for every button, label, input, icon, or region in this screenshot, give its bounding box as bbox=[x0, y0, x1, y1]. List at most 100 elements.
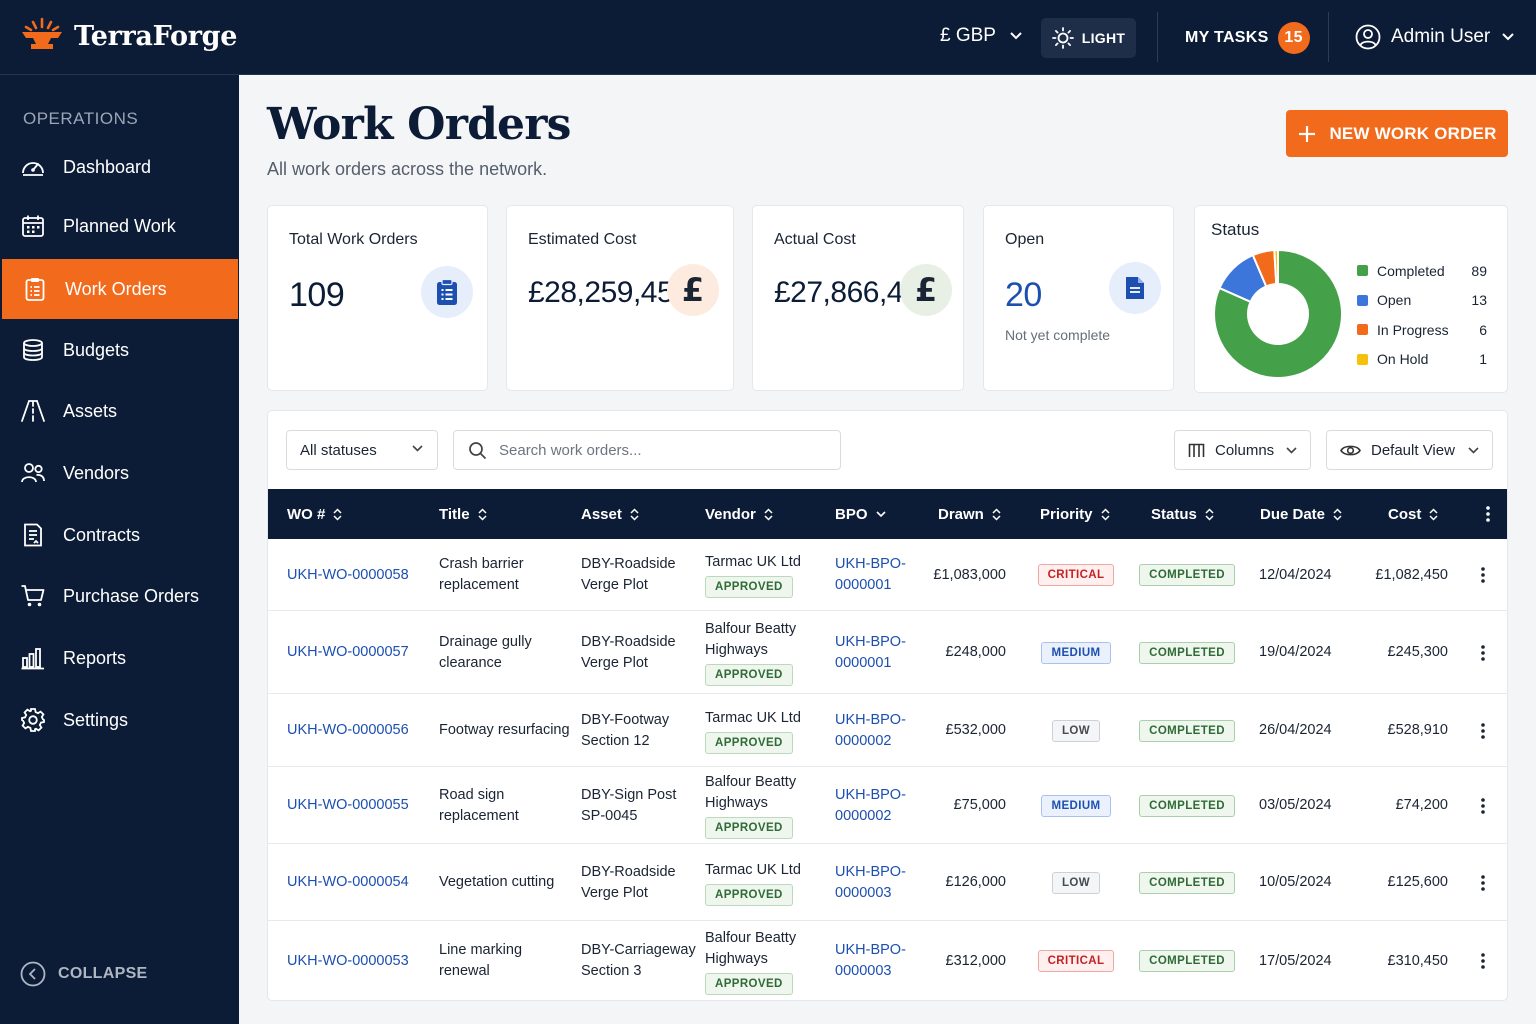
due-date-cell: 10/05/2024 bbox=[1259, 844, 1359, 921]
wo-number-link[interactable]: UKH-WO-0000055 bbox=[287, 797, 409, 813]
chevron-left-circle-icon bbox=[20, 961, 46, 987]
asset-cell: DBY-Carriageway Section 3 bbox=[581, 921, 701, 1000]
bpo-link[interactable]: UKH-BPO- bbox=[835, 863, 906, 880]
legend-label: In Progress bbox=[1377, 321, 1449, 338]
table-row[interactable]: UKH-WO-0000057 Drainage gully clearance DBY… bbox=[268, 611, 1507, 694]
sort-icon bbox=[1429, 507, 1438, 521]
wo-number-link[interactable]: UKH-WO-0000054 bbox=[287, 874, 409, 890]
bpo-link[interactable]: UKH-BPO- bbox=[835, 556, 906, 572]
sidebar-item-planned-work[interactable]: Planned Work bbox=[0, 196, 239, 256]
row-actions-button[interactable] bbox=[1481, 953, 1485, 974]
bpo-link[interactable]: UKH-BPO- bbox=[835, 711, 906, 728]
chevron-down-icon bbox=[1468, 446, 1479, 454]
wo-number-link[interactable]: UKH-WO-0000058 bbox=[287, 566, 409, 583]
title-cell: Line marking renewal bbox=[439, 921, 574, 1000]
bpo-link[interactable]: 0000001 bbox=[835, 654, 892, 671]
bpo-link[interactable]: 0000003 bbox=[835, 884, 892, 901]
new-work-order-button[interactable]: NEW WORK ORDER bbox=[1286, 110, 1508, 157]
cost-cell: £528,910 bbox=[1358, 694, 1448, 767]
view-selector[interactable]: Default View bbox=[1326, 430, 1493, 470]
bpo-link[interactable]: UKH-BPO- bbox=[835, 786, 906, 803]
vendor-status-badge: APPROVED bbox=[705, 731, 793, 754]
row-actions-button[interactable] bbox=[1481, 797, 1485, 819]
my-tasks-button[interactable]: MY TASKS 15 bbox=[1185, 22, 1310, 54]
anvil-icon bbox=[22, 17, 62, 49]
sidebar-item-settings[interactable]: Settings bbox=[0, 690, 239, 750]
sidebar-item-assets[interactable]: Assets bbox=[0, 381, 239, 441]
sidebar-item-label: Reports bbox=[63, 647, 127, 668]
users-icon bbox=[21, 463, 45, 483]
legend-label: Open bbox=[1377, 292, 1412, 309]
currency-selector[interactable]: £ GBP bbox=[940, 25, 1022, 47]
search-input[interactable]: Search work orders... bbox=[453, 430, 841, 470]
columns-icon bbox=[1188, 443, 1205, 457]
columns-button[interactable]: Columns bbox=[1174, 430, 1311, 470]
column-header-priority[interactable]: Priority bbox=[1040, 489, 1110, 539]
user-menu[interactable]: Admin User bbox=[1355, 24, 1524, 50]
vendor-name: Balfour Beatty bbox=[705, 621, 797, 637]
bpo-link[interactable]: 0000001 bbox=[835, 577, 892, 593]
sidebar-item-budgets[interactable]: Budgets bbox=[0, 320, 239, 380]
column-header-bpo[interactable]: BPO bbox=[835, 489, 886, 539]
row-actions-button[interactable] bbox=[1481, 644, 1485, 666]
column-header-asset[interactable]: Asset bbox=[581, 489, 639, 539]
wo-number-link[interactable]: UKH-WO-0000053 bbox=[287, 952, 409, 969]
pound-icon: £ bbox=[667, 264, 719, 316]
row-actions-button[interactable] bbox=[1481, 874, 1485, 896]
title-text: Crash barrier bbox=[439, 556, 524, 572]
vendor-name: Tarmac UK Ltd bbox=[705, 709, 801, 726]
table-options-button[interactable] bbox=[1478, 489, 1490, 539]
priority-cell: MEDIUM bbox=[1040, 767, 1112, 844]
row-actions-button[interactable] bbox=[1481, 722, 1485, 744]
column-header-vendor[interactable]: Vendor bbox=[705, 489, 773, 539]
bpo-link[interactable]: 0000002 bbox=[835, 807, 892, 824]
status-filter-select[interactable]: All statuses bbox=[286, 430, 438, 470]
legend-label: Completed bbox=[1377, 262, 1445, 279]
document-icon bbox=[24, 523, 42, 547]
column-header-status[interactable]: Status bbox=[1151, 489, 1214, 539]
table-row[interactable]: UKH-WO-0000053 Line marking renewal DBY-Ca… bbox=[268, 921, 1507, 1000]
wo-number-link[interactable]: UKH-WO-0000056 bbox=[287, 722, 409, 738]
bpo-link[interactable]: UKH-BPO- bbox=[835, 942, 906, 958]
card-label: Open bbox=[1005, 231, 1045, 248]
due-date-text: 26/04/2024 bbox=[1259, 722, 1332, 738]
bpo-link[interactable]: 0000003 bbox=[835, 963, 892, 979]
due-date-text: 17/05/2024 bbox=[1259, 952, 1332, 969]
bpo-link[interactable]: UKH-BPO- bbox=[835, 633, 906, 650]
logo[interactable]: TerraForge bbox=[20, 17, 237, 55]
table-row[interactable]: UKH-WO-0000056 Footway resurfacing DBY-Foo… bbox=[268, 694, 1507, 767]
wo-number-link[interactable]: UKH-WO-0000057 bbox=[287, 644, 409, 660]
sort-icon bbox=[1205, 507, 1214, 521]
table-row[interactable]: UKH-WO-0000058 Crash barrier replacement DB… bbox=[268, 539, 1507, 611]
sidebar-item-contracts[interactable]: Contracts bbox=[0, 505, 239, 565]
sidebar-item-reports[interactable]: Reports bbox=[0, 628, 239, 688]
card-label: Actual Cost bbox=[774, 231, 856, 248]
table-row[interactable]: UKH-WO-0000055 Road sign replacement DBY-Si… bbox=[268, 767, 1507, 844]
collapse-sidebar-button[interactable]: COLLAPSE bbox=[20, 961, 148, 987]
sidebar-item-work-orders[interactable]: Work Orders bbox=[2, 259, 238, 319]
card-note: Not yet complete bbox=[1005, 327, 1111, 343]
row-actions-button[interactable] bbox=[1481, 567, 1485, 588]
priority-badge: MEDIUM bbox=[1041, 794, 1111, 817]
column-header-due[interactable]: Due Date bbox=[1260, 489, 1342, 539]
sidebar-item-purchase-orders[interactable]: Purchase Orders bbox=[0, 566, 239, 626]
column-header-drawn[interactable]: Drawn bbox=[938, 489, 1001, 539]
user-circle-icon bbox=[1355, 24, 1381, 50]
column-header-label: Drawn bbox=[938, 505, 984, 523]
status-cell: COMPLETED bbox=[1139, 767, 1235, 844]
column-header-wo[interactable]: WO # bbox=[287, 489, 342, 539]
cost-cell: £74,200 bbox=[1358, 767, 1448, 844]
column-header-title[interactable]: Title bbox=[439, 489, 487, 539]
legend-swatch bbox=[1357, 324, 1368, 336]
title-text: replacement bbox=[439, 807, 519, 824]
table-row[interactable]: UKH-WO-0000054 Vegetation cutting DBY-Road… bbox=[268, 844, 1507, 921]
column-header-cost[interactable]: Cost bbox=[1388, 489, 1438, 539]
theme-toggle-button[interactable]: LIGHT bbox=[1041, 18, 1136, 58]
bpo-link[interactable]: 0000002 bbox=[835, 732, 892, 749]
cost-amount: £245,300 bbox=[1387, 644, 1448, 660]
sidebar-item-vendors[interactable]: Vendors bbox=[0, 443, 239, 503]
drawn-cell: £312,000 bbox=[908, 921, 1006, 1000]
sidebar-item-label: Assets bbox=[63, 400, 118, 421]
sidebar-item-dashboard[interactable]: Dashboard bbox=[0, 137, 239, 197]
title-cell: Crash barrier replacement bbox=[439, 539, 574, 611]
